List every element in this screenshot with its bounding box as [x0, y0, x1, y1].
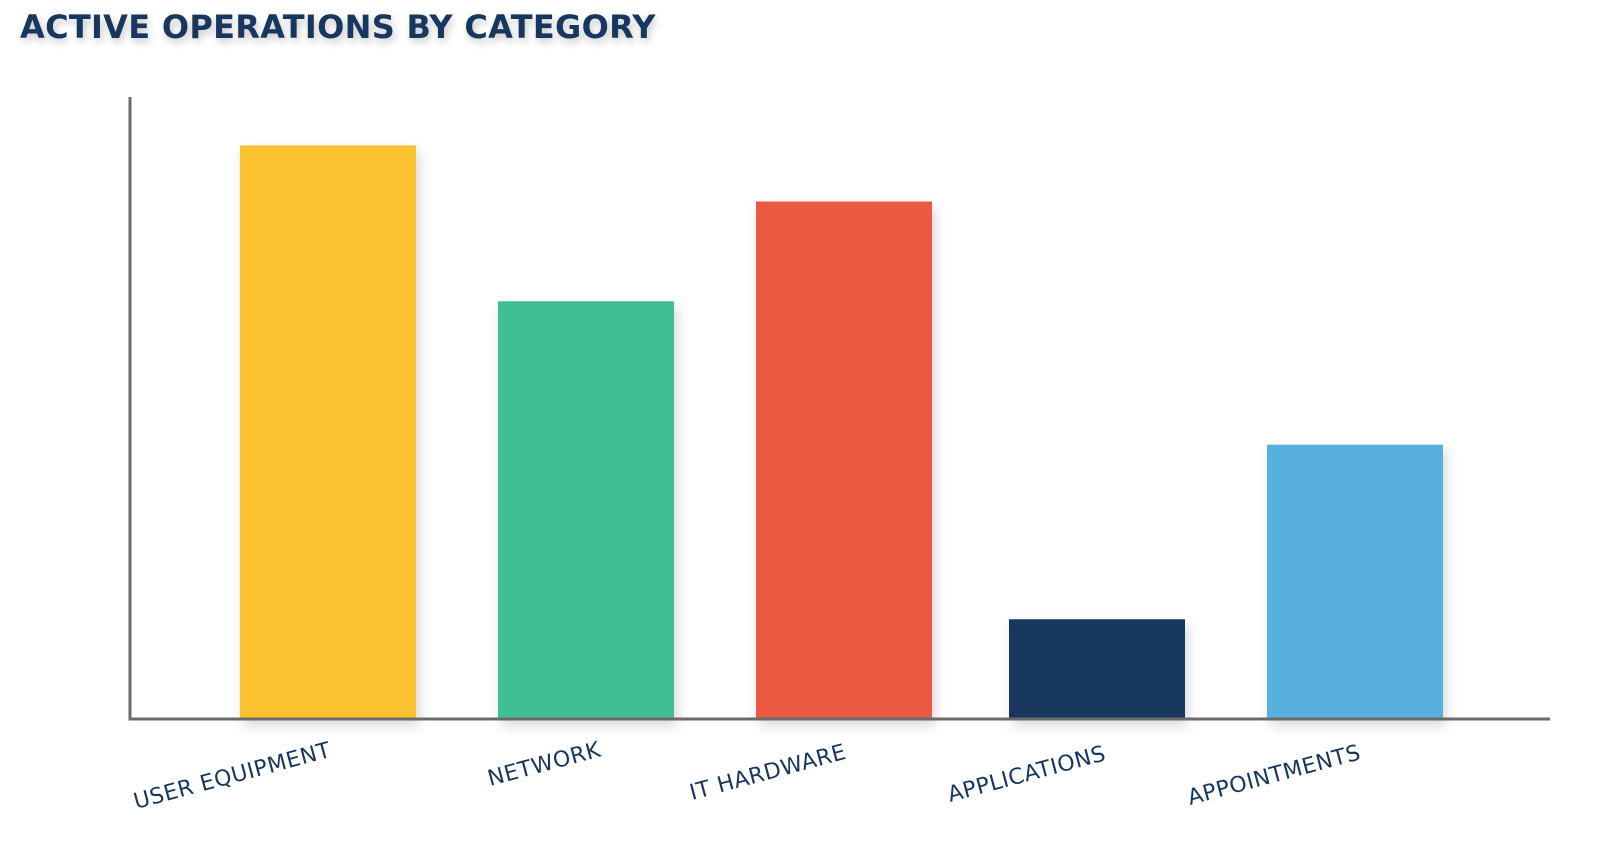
x-tick-label-network: NETWORK	[485, 738, 604, 792]
x-tick-labels: USER EQUIPMENT NETWORK IT HARDWARE APPLICAT…	[131, 738, 1363, 815]
chart-title: ACTIVE OPERATIONS BY CATEGORY	[20, 8, 656, 46]
bar-it-hardware	[756, 201, 932, 719]
bar-appointments	[1267, 444, 1443, 719]
bar-network	[498, 301, 674, 719]
x-tick-label-it-hardware: IT HARDWARE	[687, 740, 849, 806]
x-tick-label-applications: APPLICATIONS	[945, 742, 1109, 808]
x-tick-label-appointments: APPOINTMENTS	[1185, 741, 1363, 811]
bars-group	[240, 145, 1443, 719]
x-tick-label-user-equipment: USER EQUIPMENT	[131, 738, 334, 815]
bar-user-equipment	[240, 145, 416, 719]
bar-applications	[1009, 619, 1185, 719]
